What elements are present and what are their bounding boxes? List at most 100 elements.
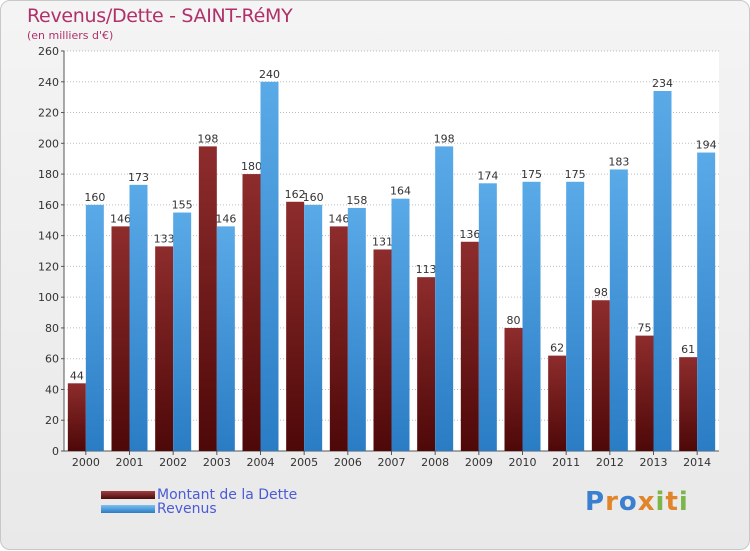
data-label-dette: 75: [638, 322, 652, 335]
logo-letter: i: [655, 487, 666, 517]
proxiti-logo: Proxiti: [585, 487, 689, 517]
y-tick-label: 80: [45, 322, 59, 335]
bar-dette: [679, 357, 698, 451]
data-label-revenus: 160: [84, 191, 105, 204]
legend-swatch-dette: [101, 491, 155, 499]
y-tick-label: 240: [38, 76, 59, 89]
bar-dette: [111, 226, 130, 451]
y-tick-label: 40: [45, 383, 59, 396]
x-tick-label: 2006: [334, 456, 362, 469]
data-label-dette: 133: [154, 232, 175, 245]
y-tick-label: 100: [38, 291, 59, 304]
data-label-revenus: 183: [608, 155, 629, 168]
legend-item-revenus: Revenus: [101, 501, 217, 517]
bar-dette: [417, 277, 436, 451]
x-tick-label: 2011: [552, 456, 580, 469]
data-label-dette: 131: [372, 235, 393, 248]
logo-letter: i: [678, 487, 689, 517]
x-tick-label: 2010: [509, 456, 537, 469]
x-tick-label: 2002: [159, 456, 187, 469]
chart-subtitle: (en milliers d'€): [27, 29, 114, 42]
bar-revenus: [391, 198, 410, 451]
logo-letter: P: [585, 487, 606, 517]
bar-revenus: [435, 146, 454, 451]
data-label-dette: 162: [285, 188, 306, 201]
data-label-revenus: 173: [128, 171, 149, 184]
x-tick-label: 2004: [247, 456, 275, 469]
logo-letter: x: [637, 487, 656, 517]
bar-revenus: [85, 204, 104, 451]
data-label-revenus: 174: [477, 169, 498, 182]
y-tick-label: 120: [38, 260, 59, 273]
data-label-revenus: 234: [652, 77, 673, 90]
bar-dette: [155, 246, 174, 451]
bar-revenus: [522, 181, 541, 451]
bar-revenus: [609, 169, 628, 451]
bar-dette: [548, 355, 567, 451]
bar-revenus: [697, 152, 716, 452]
data-label-dette: 44: [70, 369, 84, 382]
legend-label-dette: Montant de la Dette: [157, 487, 298, 503]
bar-dette: [635, 335, 654, 451]
bar-revenus: [478, 183, 497, 452]
data-label-revenus: 146: [215, 212, 236, 225]
data-label-dette: 180: [241, 160, 262, 173]
data-label-revenus: 240: [259, 68, 280, 81]
y-tick-label: 220: [38, 107, 59, 120]
bar-revenus: [653, 91, 672, 451]
y-tick-label: 200: [38, 137, 59, 150]
data-label-revenus: 175: [521, 168, 542, 181]
data-label-revenus: 160: [303, 191, 324, 204]
x-tick-label: 2014: [683, 456, 711, 469]
y-tick-label: 160: [38, 199, 59, 212]
y-tick-label: 180: [38, 168, 59, 181]
data-label-dette: 80: [507, 314, 521, 327]
bar-dette: [460, 241, 479, 451]
bar-revenus: [304, 204, 323, 451]
data-label-revenus: 164: [390, 185, 411, 198]
bar-dette: [373, 249, 392, 451]
x-tick-label: 2005: [290, 456, 318, 469]
data-label-revenus: 194: [696, 139, 717, 152]
data-label-dette: 61: [681, 343, 695, 356]
bar-revenus: [216, 226, 235, 451]
data-label-dette: 113: [416, 263, 437, 276]
x-tick-label: 2008: [421, 456, 449, 469]
bar-dette: [286, 201, 305, 451]
y-tick-label: 60: [45, 353, 59, 366]
data-label-revenus: 198: [434, 132, 455, 145]
x-tick-label: 2001: [116, 456, 144, 469]
bar-revenus: [347, 207, 366, 451]
bar-dette: [504, 327, 523, 451]
logo-letter: r: [605, 487, 619, 517]
x-tick-label: 2007: [378, 456, 406, 469]
x-tick-label: 2012: [596, 456, 624, 469]
y-tick-label: 20: [45, 414, 59, 427]
bar-dette: [329, 226, 348, 451]
chart-title: Revenus/Dette - SAINT-RéMY: [27, 5, 293, 27]
bar-dette: [198, 146, 217, 451]
data-label-dette: 98: [594, 286, 608, 299]
legend-label-revenus: Revenus: [157, 501, 217, 517]
data-label-dette: 136: [459, 228, 480, 241]
data-label-dette: 62: [550, 342, 564, 355]
bar-revenus: [566, 181, 585, 451]
y-tick-label: 0: [52, 445, 59, 458]
bar-dette: [591, 300, 610, 451]
x-tick-label: 2009: [465, 456, 493, 469]
x-tick-label: 2003: [203, 456, 231, 469]
data-label-dette: 146: [110, 212, 131, 225]
data-label-revenus: 158: [346, 194, 367, 207]
bar-dette: [242, 174, 261, 452]
legend-item-dette: Montant de la Dette: [101, 487, 297, 503]
legend-swatch-revenus: [101, 505, 155, 513]
bar-revenus: [260, 81, 279, 452]
x-tick-label: 2013: [640, 456, 668, 469]
logo-letter: t: [665, 487, 679, 517]
bar-revenus: [173, 212, 192, 451]
y-tick-label: 140: [38, 230, 59, 243]
y-tick-label: 260: [38, 45, 59, 58]
data-label-revenus: 175: [565, 168, 586, 181]
